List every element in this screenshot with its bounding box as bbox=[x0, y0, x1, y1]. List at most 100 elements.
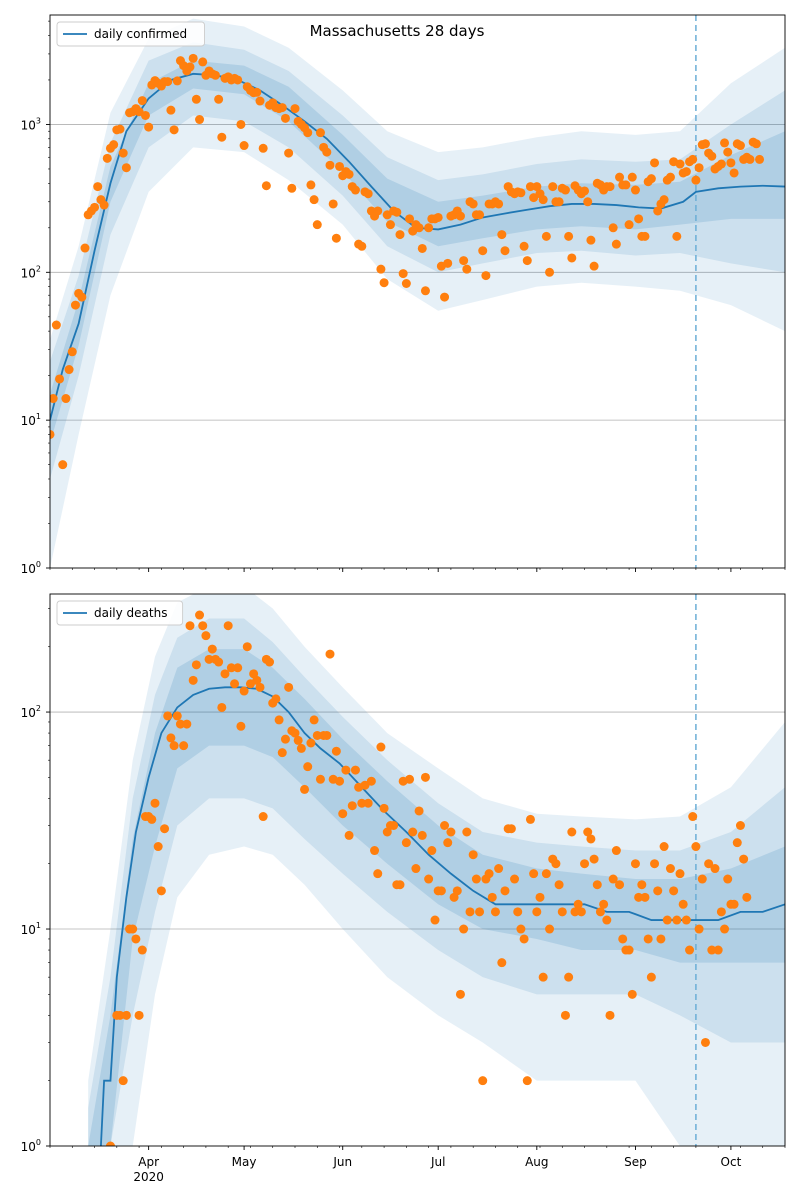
observed-point-153 bbox=[595, 907, 605, 917]
y-tick-label-1: 101 bbox=[21, 412, 41, 428]
observed-point-101 bbox=[430, 915, 440, 925]
observed-point-47 bbox=[195, 115, 205, 125]
observed-point-132 bbox=[529, 869, 539, 879]
observed-point-109 bbox=[455, 989, 465, 999]
observed-point-163 bbox=[564, 231, 574, 241]
observed-point-21 bbox=[175, 719, 185, 729]
band-mid bbox=[50, 42, 785, 479]
observed-point-187 bbox=[704, 859, 714, 869]
observed-point-68 bbox=[325, 649, 335, 659]
observed-point-61 bbox=[239, 141, 249, 151]
observed-point-211 bbox=[716, 159, 726, 169]
observed-point-33 bbox=[214, 657, 224, 667]
observed-point-46 bbox=[255, 682, 265, 692]
chart-title: Massachusetts 28 days bbox=[310, 22, 485, 40]
observed-point-113 bbox=[468, 850, 478, 860]
observed-point-12 bbox=[147, 814, 157, 824]
observed-point-115 bbox=[475, 907, 485, 917]
observed-point-215 bbox=[729, 168, 739, 178]
observed-point-45 bbox=[188, 53, 198, 63]
observed-point-98 bbox=[357, 241, 367, 251]
observed-point-15 bbox=[93, 182, 103, 192]
observed-point-167 bbox=[640, 892, 650, 902]
observed-point-17 bbox=[99, 200, 109, 210]
observed-point-66 bbox=[255, 96, 265, 106]
observed-point-45 bbox=[252, 675, 262, 685]
observed-point-77 bbox=[290, 104, 300, 114]
observed-point-64 bbox=[312, 730, 322, 740]
observed-point-98 bbox=[420, 772, 430, 782]
observed-point-143 bbox=[564, 972, 574, 982]
observed-point-8 bbox=[70, 300, 80, 310]
observed-point-181 bbox=[621, 180, 631, 190]
observed-point-74 bbox=[344, 830, 354, 840]
observed-point-30 bbox=[140, 110, 150, 120]
observed-point-7 bbox=[67, 347, 77, 357]
observed-point-134 bbox=[535, 892, 545, 902]
observed-point-129 bbox=[455, 211, 465, 221]
observed-point-119 bbox=[487, 892, 497, 902]
observed-point-22 bbox=[179, 741, 189, 751]
observed-point-196 bbox=[732, 838, 742, 848]
observed-point-57 bbox=[290, 728, 300, 738]
observed-point-169 bbox=[583, 197, 593, 207]
observed-point-29 bbox=[137, 96, 147, 106]
observed-point-189 bbox=[646, 174, 656, 184]
observed-point-23 bbox=[182, 719, 192, 729]
observed-point-141 bbox=[557, 907, 567, 917]
observed-point-169 bbox=[646, 972, 656, 982]
observed-point-150 bbox=[586, 834, 596, 844]
observed-point-112 bbox=[401, 279, 411, 289]
observed-point-111 bbox=[398, 269, 408, 279]
observed-point-91 bbox=[335, 161, 345, 171]
observed-point-16 bbox=[160, 824, 170, 834]
observed-point-160 bbox=[554, 197, 564, 207]
observed-point-190 bbox=[713, 945, 723, 955]
observed-point-135 bbox=[538, 972, 548, 982]
observed-point-15 bbox=[156, 886, 166, 896]
observed-point-131 bbox=[462, 264, 472, 274]
observed-point-195 bbox=[665, 172, 675, 182]
observed-point-182 bbox=[688, 812, 698, 822]
observed-point-121 bbox=[494, 864, 504, 874]
observed-point-0 bbox=[105, 1141, 115, 1146]
observed-point-44 bbox=[185, 62, 195, 72]
observed-point-62 bbox=[306, 738, 316, 748]
y-tick-label-1: 101 bbox=[21, 921, 41, 937]
observed-point-3 bbox=[118, 1076, 128, 1086]
observed-point-166 bbox=[637, 880, 647, 890]
observed-point-176 bbox=[605, 182, 615, 192]
observed-point-160 bbox=[618, 934, 628, 944]
observed-point-110 bbox=[395, 230, 405, 240]
observed-point-118 bbox=[484, 869, 494, 879]
observed-point-94 bbox=[344, 169, 354, 179]
observed-point-111 bbox=[462, 827, 472, 837]
observed-point-148 bbox=[516, 188, 526, 198]
observed-point-48 bbox=[198, 57, 208, 67]
observed-point-110 bbox=[459, 924, 469, 934]
observed-point-82 bbox=[370, 846, 380, 856]
legend-box bbox=[56, 21, 205, 47]
observed-point-168 bbox=[580, 186, 590, 196]
observed-point-157 bbox=[608, 874, 618, 884]
observed-point-85 bbox=[315, 128, 325, 138]
observed-point-27 bbox=[195, 610, 205, 620]
observed-point-54 bbox=[280, 734, 290, 744]
observed-point-217 bbox=[735, 141, 745, 151]
observed-point-105 bbox=[443, 838, 453, 848]
observed-point-106 bbox=[446, 827, 456, 837]
x-tick-label-3: Jul bbox=[430, 1155, 445, 1169]
observed-point-59 bbox=[233, 75, 243, 85]
observed-point-58 bbox=[293, 735, 303, 745]
x-tick-label-6: Oct bbox=[721, 1155, 742, 1169]
observed-point-197 bbox=[735, 821, 745, 831]
observed-point-90 bbox=[395, 880, 405, 890]
observed-point-22 bbox=[115, 124, 125, 134]
observed-point-8 bbox=[134, 1010, 144, 1020]
observed-point-89 bbox=[328, 199, 338, 209]
observed-point-107 bbox=[385, 220, 395, 230]
observed-point-192 bbox=[720, 924, 730, 934]
observed-point-157 bbox=[545, 267, 555, 277]
observed-point-54 bbox=[217, 132, 227, 142]
